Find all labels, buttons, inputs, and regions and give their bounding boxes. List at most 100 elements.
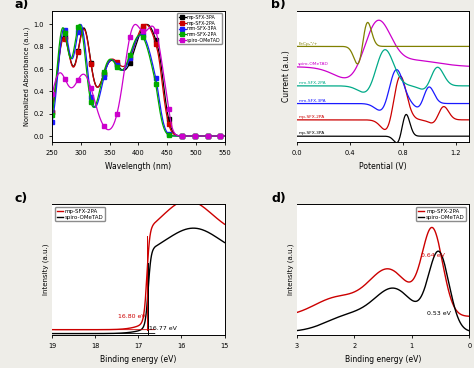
spiro-OMeTAD bbox=[91, 331, 97, 336]
Text: 16.80 eV: 16.80 eV bbox=[118, 314, 146, 319]
X-axis label: Binding energy (eV): Binding energy (eV) bbox=[100, 355, 176, 364]
spiro-OMeTAD bbox=[49, 92, 55, 97]
spiro-OMeTAD bbox=[222, 240, 228, 245]
mp-SFX-2PA bbox=[466, 314, 472, 318]
mp-SFX-2PA bbox=[151, 36, 157, 40]
mm-SFX-2PA bbox=[49, 113, 55, 117]
Text: c): c) bbox=[14, 192, 27, 205]
mp-SFX-2PA bbox=[91, 328, 97, 332]
Text: mm-SFX-3PA: mm-SFX-3PA bbox=[298, 99, 326, 103]
mm-SFX-3PA bbox=[78, 22, 83, 26]
mp-SFX-3PA bbox=[151, 32, 157, 37]
mp-SFX-2PA bbox=[177, 200, 183, 205]
Legend: mp-SFX-2PA, spiro-OMeTAD: mp-SFX-2PA, spiro-OMeTAD bbox=[416, 207, 466, 221]
mp-SFX-2PA bbox=[222, 222, 228, 226]
mm-SFX-3PA bbox=[179, 134, 185, 138]
mm-SFX-3PA bbox=[94, 103, 100, 107]
Text: mm-SFX-2PA: mm-SFX-2PA bbox=[298, 81, 326, 85]
mm-SFX-3PA bbox=[164, 131, 170, 135]
mp-SFX-2PA bbox=[49, 110, 55, 114]
Legend: mp-SFX-2PA, spiro-OMeTAD: mp-SFX-2PA, spiro-OMeTAD bbox=[55, 207, 105, 221]
X-axis label: Potential (V): Potential (V) bbox=[359, 162, 407, 170]
mm-SFX-2PA bbox=[164, 132, 170, 137]
spiro-OMeTAD bbox=[294, 328, 300, 333]
mp-SFX-3PA bbox=[164, 111, 170, 116]
spiro-OMeTAD bbox=[422, 286, 428, 290]
spiro-OMeTAD bbox=[388, 286, 394, 290]
mm-SFX-2PA bbox=[77, 22, 82, 26]
mp-SFX-3PA bbox=[93, 84, 99, 89]
mp-SFX-2PA bbox=[93, 85, 99, 89]
spiro-OMeTAD bbox=[351, 309, 357, 314]
Line: mp-SFX-3PA: mp-SFX-3PA bbox=[51, 23, 226, 138]
mp-SFX-2PA bbox=[185, 198, 191, 203]
mm-SFX-3PA bbox=[222, 134, 228, 138]
Line: mm-SFX-3PA: mm-SFX-3PA bbox=[51, 23, 226, 138]
mp-SFX-2PA bbox=[143, 22, 148, 26]
Y-axis label: Current (a.u.): Current (a.u.) bbox=[283, 50, 292, 102]
spiro-OMeTAD bbox=[80, 72, 85, 77]
mm-SFX-2PA bbox=[80, 36, 86, 40]
mp-SFX-3PA bbox=[179, 134, 185, 138]
mp-SFX-2PA bbox=[436, 242, 442, 246]
mm-SFX-3PA bbox=[49, 120, 55, 124]
Text: spiro-OMeTAD: spiro-OMeTAD bbox=[298, 62, 329, 66]
mm-SFX-3PA bbox=[128, 54, 133, 59]
Line: mm-SFX-2PA: mm-SFX-2PA bbox=[51, 23, 226, 138]
spiro-OMeTAD bbox=[151, 25, 157, 30]
Line: spiro-OMeTAD: spiro-OMeTAD bbox=[52, 228, 225, 333]
spiro-OMeTAD bbox=[164, 99, 170, 103]
spiro-OMeTAD bbox=[179, 134, 185, 138]
Legend: mp-SFX-3PA, mp-SFX-2PA, mm-SFX-3PA, mm-SFX-2PA, spiro-OMeTAD: mp-SFX-3PA, mp-SFX-2PA, mm-SFX-3PA, mm-S… bbox=[177, 13, 222, 44]
mm-SFX-3PA bbox=[80, 28, 86, 33]
spiro-OMeTAD bbox=[191, 226, 197, 230]
Y-axis label: Intensity (a.u.): Intensity (a.u.) bbox=[288, 244, 294, 296]
mp-SFX-2PA bbox=[80, 28, 85, 33]
mm-SFX-2PA bbox=[151, 73, 157, 78]
Y-axis label: Normalized Absorbance (a.u.): Normalized Absorbance (a.u.) bbox=[24, 26, 30, 126]
mp-SFX-3PA bbox=[144, 22, 150, 26]
mp-SFX-3PA bbox=[80, 27, 85, 31]
mp-SFX-3PA bbox=[49, 109, 55, 114]
spiro-OMeTAD bbox=[466, 329, 472, 333]
Line: mp-SFX-2PA: mp-SFX-2PA bbox=[51, 23, 226, 138]
Line: spiro-OMeTAD: spiro-OMeTAD bbox=[51, 23, 226, 138]
spiro-OMeTAD bbox=[128, 33, 133, 38]
spiro-OMeTAD bbox=[106, 331, 112, 336]
spiro-OMeTAD bbox=[144, 311, 149, 315]
spiro-OMeTAD bbox=[120, 331, 126, 335]
spiro-OMeTAD bbox=[132, 22, 138, 26]
mp-SFX-2PA bbox=[144, 284, 149, 289]
Text: mp-SFX-2PA: mp-SFX-2PA bbox=[298, 115, 325, 119]
Text: 16.77 eV: 16.77 eV bbox=[149, 326, 177, 331]
mm-SFX-2PA bbox=[128, 51, 133, 55]
spiro-OMeTAD bbox=[435, 249, 441, 254]
spiro-OMeTAD bbox=[49, 331, 55, 336]
Text: FeCp₂⁰/+: FeCp₂⁰/+ bbox=[298, 42, 318, 46]
mp-SFX-3PA bbox=[128, 60, 133, 64]
mp-SFX-2PA bbox=[222, 134, 228, 138]
mp-SFX-2PA bbox=[164, 117, 170, 121]
Y-axis label: Intensity (a.u.): Intensity (a.u.) bbox=[43, 244, 49, 296]
mp-SFX-2PA bbox=[337, 294, 342, 298]
spiro-OMeTAD bbox=[436, 249, 442, 254]
Text: 0.53 eV: 0.53 eV bbox=[427, 311, 451, 316]
spiro-OMeTAD bbox=[337, 315, 342, 319]
X-axis label: Binding energy (eV): Binding energy (eV) bbox=[345, 355, 421, 364]
spiro-OMeTAD bbox=[222, 134, 228, 138]
Line: mp-SFX-2PA: mp-SFX-2PA bbox=[52, 201, 225, 330]
Text: d): d) bbox=[271, 192, 286, 205]
mp-SFX-2PA bbox=[351, 290, 357, 294]
mp-SFX-2PA bbox=[179, 134, 185, 138]
X-axis label: Wavelength (nm): Wavelength (nm) bbox=[105, 162, 172, 170]
Text: mp-SFX-3PA: mp-SFX-3PA bbox=[298, 131, 325, 135]
mp-SFX-2PA bbox=[128, 55, 133, 60]
Text: a): a) bbox=[14, 0, 28, 11]
spiro-OMeTAD bbox=[191, 226, 196, 230]
mm-SFX-2PA bbox=[94, 100, 100, 104]
mm-SFX-3PA bbox=[151, 68, 157, 72]
mp-SFX-2PA bbox=[429, 225, 435, 230]
mp-SFX-2PA bbox=[120, 327, 126, 331]
mp-SFX-2PA bbox=[294, 310, 300, 315]
mm-SFX-2PA bbox=[179, 134, 185, 138]
